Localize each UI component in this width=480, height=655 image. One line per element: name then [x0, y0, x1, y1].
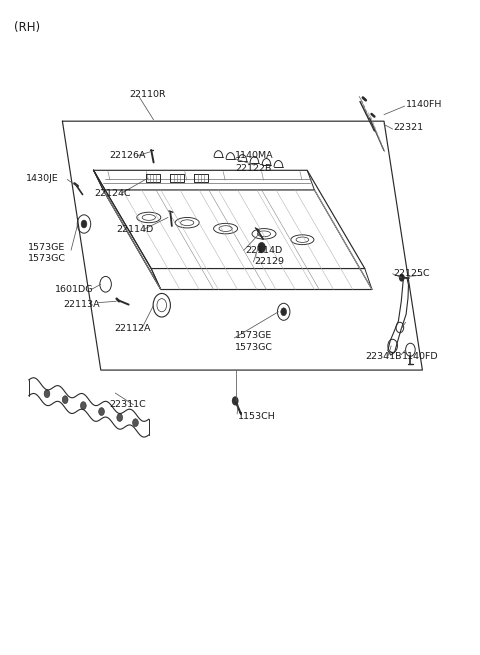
Text: 22110R: 22110R: [130, 90, 166, 100]
Text: 22114D: 22114D: [117, 225, 154, 234]
Text: 22311C: 22311C: [109, 400, 146, 409]
Text: 1601DG: 1601DG: [55, 285, 94, 294]
Text: 22341B: 22341B: [366, 352, 402, 361]
Text: 1573GC: 1573GC: [235, 343, 273, 352]
Text: 22321: 22321: [394, 123, 424, 132]
Circle shape: [399, 274, 405, 282]
Text: 22124C: 22124C: [94, 189, 131, 198]
Text: 22129: 22129: [254, 257, 284, 267]
Text: 1140FH: 1140FH: [406, 100, 442, 109]
Circle shape: [258, 242, 265, 253]
Text: 1573GE: 1573GE: [28, 243, 65, 252]
Text: 1153CH: 1153CH: [238, 412, 276, 421]
Text: 1140FD: 1140FD: [402, 352, 439, 361]
Text: 22114D: 22114D: [245, 246, 282, 255]
Circle shape: [99, 407, 105, 415]
Circle shape: [232, 396, 239, 405]
Text: 22125C: 22125C: [394, 269, 430, 278]
Text: 22122B: 22122B: [235, 164, 272, 173]
Text: 22113A: 22113A: [63, 300, 100, 309]
Circle shape: [132, 419, 138, 426]
Text: 1573GC: 1573GC: [28, 253, 66, 263]
Circle shape: [81, 402, 86, 409]
Circle shape: [281, 308, 287, 316]
Text: 1573GE: 1573GE: [235, 331, 273, 340]
Text: 1430JE: 1430JE: [26, 174, 59, 183]
Circle shape: [117, 413, 122, 421]
Text: 1140MA: 1140MA: [235, 151, 274, 160]
Circle shape: [81, 220, 87, 228]
Text: 22126A: 22126A: [109, 151, 146, 160]
Circle shape: [62, 396, 68, 403]
Circle shape: [44, 390, 50, 398]
Text: (RH): (RH): [14, 21, 40, 34]
Text: 22112A: 22112A: [114, 324, 151, 333]
